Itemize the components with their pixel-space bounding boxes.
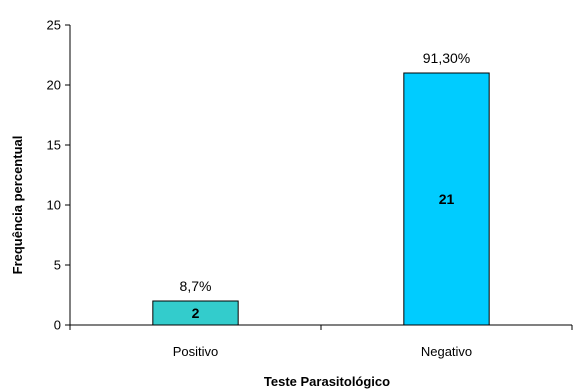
- bar-positivo: [152, 300, 239, 326]
- value-label: 21: [439, 191, 455, 207]
- x-axis-title: Teste Parasitológico: [264, 374, 390, 389]
- x-category-label: Positivo: [173, 344, 219, 359]
- percent-label: 91,30%: [423, 50, 470, 66]
- y-tick-label: 25: [47, 18, 61, 33]
- value-label: 2: [192, 305, 200, 321]
- y-axis: 0 5 10 15 20 25: [47, 18, 71, 333]
- x-axis: Positivo Negativo: [69, 324, 573, 359]
- y-tick-label: 5: [54, 258, 61, 273]
- y-axis-title: Frequência percentual: [10, 136, 25, 275]
- percent-label: 8,7%: [180, 278, 212, 294]
- y-tick-label: 20: [47, 78, 61, 93]
- x-category-label: Negativo: [421, 344, 472, 359]
- y-tick-label: 15: [47, 138, 61, 153]
- bar-negativo: [403, 72, 490, 326]
- y-tick-label: 10: [47, 198, 61, 213]
- bars: 8,7% 2 91,30% 21: [152, 50, 490, 326]
- y-tick-label: 0: [54, 318, 61, 333]
